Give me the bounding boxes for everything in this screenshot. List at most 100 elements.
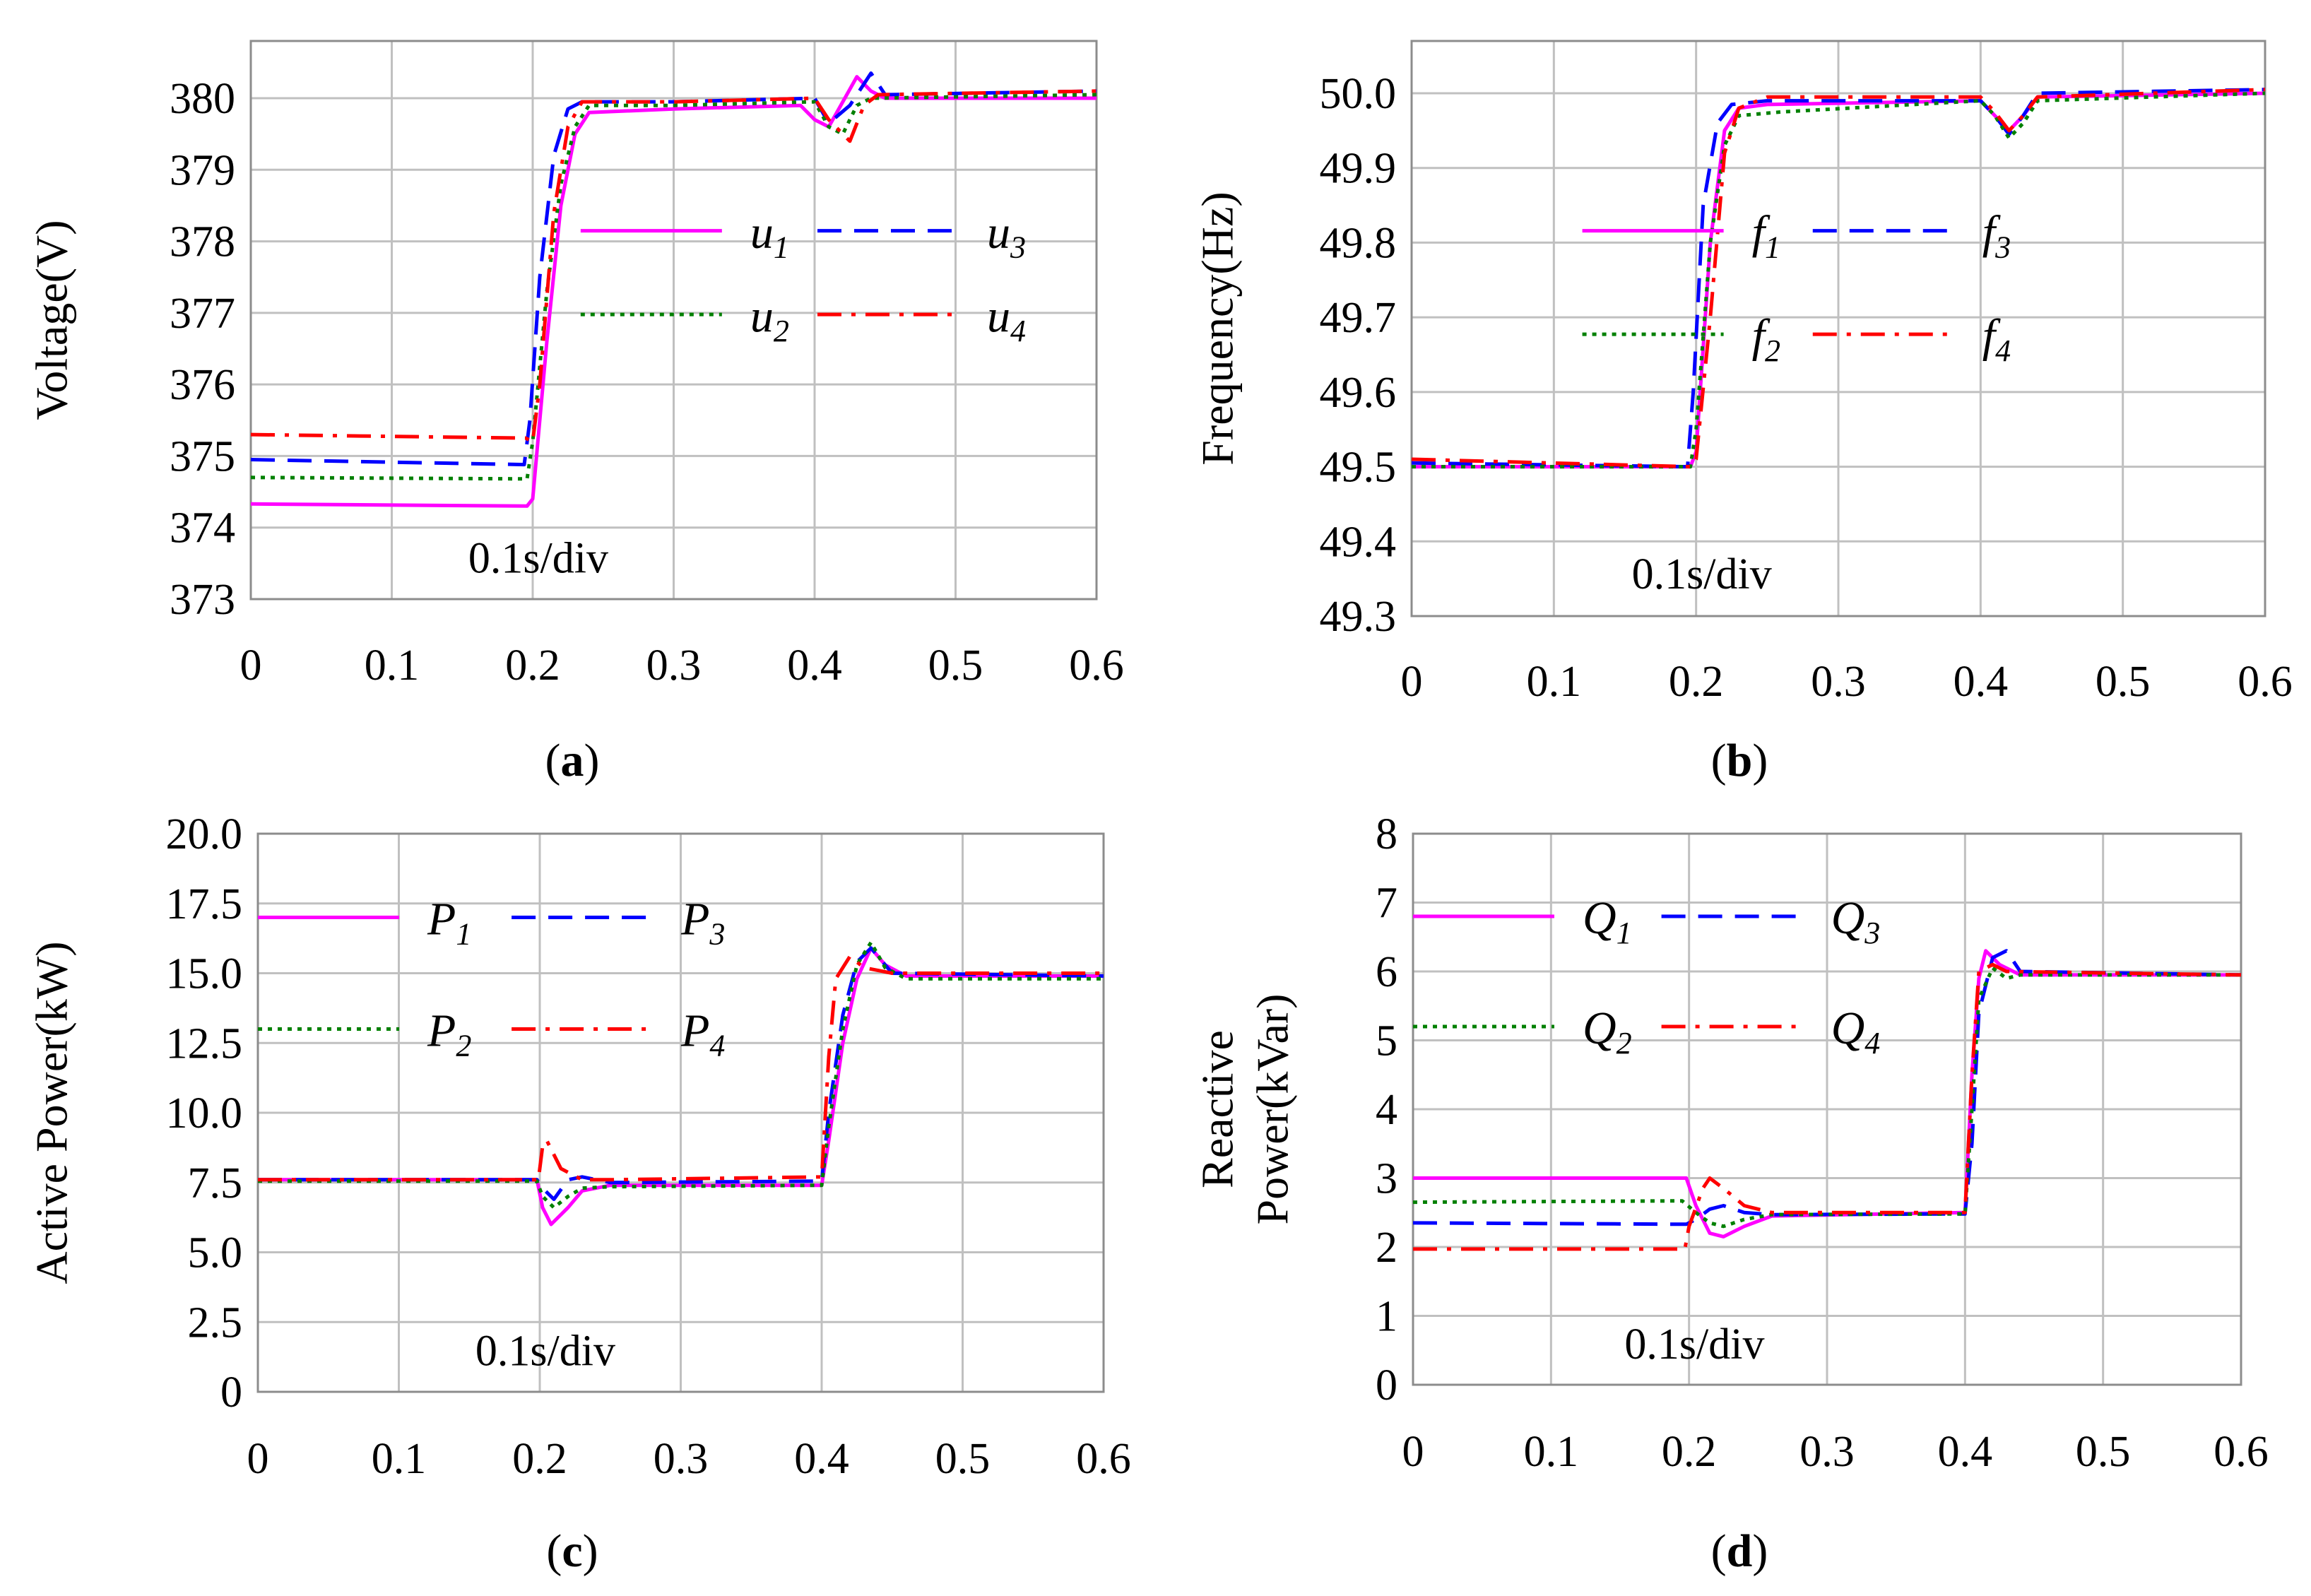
y-tick-label: 4 (1376, 1086, 1397, 1134)
x-tick-label: 0.1 (365, 642, 420, 690)
y-tick-label: 374 (170, 504, 235, 552)
x-tick-label: 0.2 (1662, 1428, 1717, 1476)
y-tick-label: 378 (170, 218, 235, 266)
legend-subscript: 3 (709, 917, 725, 952)
x-tick-label: 0.5 (2096, 658, 2151, 706)
y-tick-label: 8 (1376, 810, 1397, 858)
y-tick-label: 5 (1376, 1017, 1397, 1065)
legend-label-P4: P4 (680, 1005, 725, 1063)
x-tick-label: 0.3 (1811, 658, 1866, 706)
y-tick-label: 49.4 (1320, 518, 1397, 566)
series-line-u3 (250, 71, 1097, 467)
legend-subscript: 4 (1995, 333, 2011, 368)
legend-subscript: 3 (1864, 916, 1880, 950)
x-tick-label: 0.3 (646, 642, 702, 690)
y-axis-title: Power(kVar) (1248, 994, 1298, 1225)
legend-label-P2: P2 (427, 1005, 471, 1063)
legend-label-P3: P3 (680, 894, 725, 952)
caption-close: ) (1752, 735, 1768, 786)
x-tick-label: 0 (1401, 658, 1423, 706)
legend-label-Q4: Q4 (1831, 1003, 1881, 1060)
y-tick-label: 12.5 (166, 1019, 243, 1068)
y-tick-label: 379 (170, 146, 235, 194)
legend-label-f3: f3 (1982, 207, 2011, 265)
x-tick-label: 0.3 (1799, 1428, 1855, 1476)
caption-open: ( (1711, 735, 1727, 786)
x-tick-label: 0.4 (794, 1435, 849, 1483)
chart-d: 0 1 2 3 4 5 6 7 8 0 0.1 0.2 0.3 0.4 0.5 0.6 Reactive Powe… (1193, 810, 2269, 1577)
caption-open: ( (545, 735, 561, 786)
plot-frame (256, 832, 1105, 1393)
x-tick-label: 0.6 (1076, 1435, 1131, 1483)
panel-caption: (a) (545, 735, 600, 786)
caption-close: ) (583, 1525, 598, 1577)
x-tick-label: 0.6 (1069, 642, 1124, 690)
series-line-P2 (258, 940, 1104, 1210)
legend-subscript: 2 (1616, 1026, 1632, 1060)
legend-subscript: 2 (774, 314, 789, 348)
y-tick-label: 49.3 (1320, 593, 1397, 641)
legend-label-Q2: Q2 (1583, 1003, 1632, 1060)
x-tick-label: 0.1 (372, 1435, 427, 1483)
caption-letter: b (1727, 735, 1753, 786)
y-tick-label: 49.5 (1320, 444, 1397, 492)
legend-subscript: 2 (456, 1029, 471, 1063)
legend-subscript: 1 (1616, 916, 1632, 950)
x-tick-label: 0.5 (935, 1435, 991, 1483)
x-tick-label: 0.2 (1669, 658, 1724, 706)
x-tick-label: 0.4 (787, 642, 842, 690)
y-tick-label: 373 (170, 576, 235, 624)
legend-subscript: 4 (1010, 314, 1026, 348)
y-tick-label: 5.0 (188, 1229, 243, 1277)
legend-letter: P (427, 1005, 456, 1057)
legend-subscript: 4 (1864, 1026, 1880, 1060)
legend-letter: u (987, 207, 1010, 259)
y-tick-label: 1 (1376, 1293, 1397, 1341)
caption-letter: d (1727, 1525, 1753, 1577)
y-tick-label: 377 (170, 290, 235, 338)
legend-label-f4: f4 (1982, 310, 2011, 368)
chart-a: 373 374 375 376 377 378 379 380 0 0.1 0.2 0.3 0.4 0.5… (27, 40, 1124, 786)
legend-subscript: 2 (1765, 333, 1780, 368)
y-axis-title: Frequency(Hz) (1193, 191, 1243, 465)
legend-subscript: 3 (1010, 230, 1026, 265)
series-line-f2 (1412, 91, 2266, 469)
legend-label-Q3: Q3 (1831, 892, 1881, 950)
panel-caption: (d) (1711, 1525, 1768, 1577)
caption-close: ) (1752, 1525, 1768, 1577)
caption-letter: a (561, 735, 584, 786)
time-div-note: 0.1s/div (475, 1328, 615, 1376)
legend-subscript: 1 (1765, 230, 1780, 265)
legend-label-Q1: Q1 (1583, 892, 1632, 950)
y-axis-title: Reactive (1193, 1030, 1243, 1188)
legend-letter: P (680, 1005, 709, 1057)
x-tick-label: 0 (247, 1435, 269, 1483)
legend-subscript: 1 (456, 917, 471, 952)
y-tick-label: 7 (1376, 880, 1397, 928)
y-tick-label: 20.0 (166, 810, 243, 858)
y-axis-title: Voltage(V) (27, 220, 77, 420)
y-tick-label: 2.5 (188, 1299, 243, 1347)
legend-letter: Q (1583, 1003, 1616, 1054)
x-tick-label: 0.5 (928, 642, 983, 690)
time-div-note: 0.1s/div (1624, 1320, 1764, 1369)
x-tick-label: 0.6 (2238, 658, 2293, 706)
x-tick-label: 0.4 (1954, 658, 2009, 706)
plot-frame (1410, 40, 2266, 617)
series-line-f3 (1411, 88, 2266, 469)
series-line-u4 (250, 89, 1097, 444)
y-tick-label: 380 (170, 75, 235, 123)
series-line-f4 (1411, 88, 2266, 469)
legend-subscript: 4 (709, 1029, 725, 1063)
legend-letter: Q (1831, 1003, 1865, 1054)
legend-label-P1: P1 (427, 894, 471, 952)
series-line-Q4 (1413, 962, 2242, 1251)
y-tick-label: 49.9 (1320, 145, 1397, 193)
x-tick-label: 0.2 (505, 642, 560, 690)
legend-letter: u (750, 290, 774, 342)
x-tick-label: 0.2 (512, 1435, 567, 1483)
legend-label-f2: f2 (1752, 310, 1780, 368)
y-tick-label: 49.8 (1320, 219, 1397, 267)
